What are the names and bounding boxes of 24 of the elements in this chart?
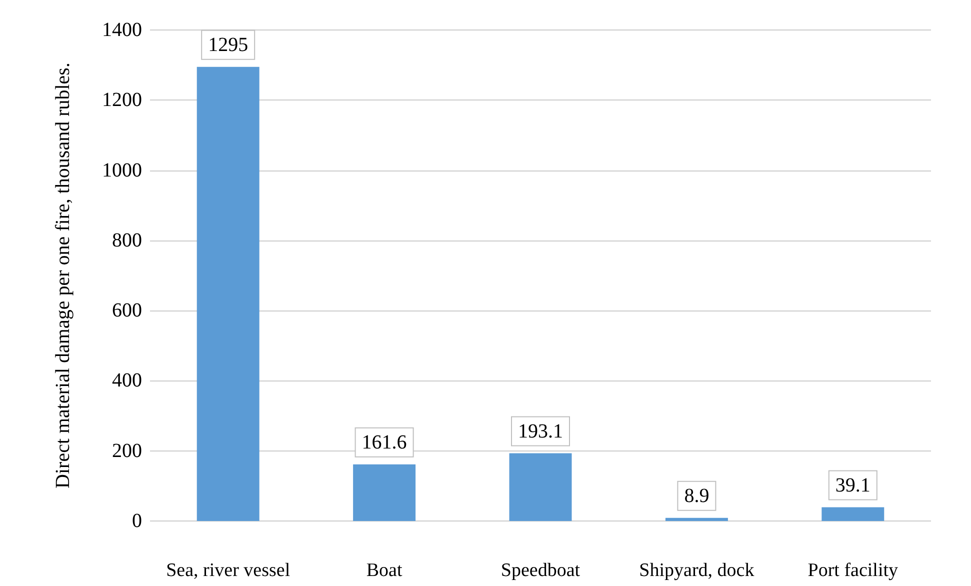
bar — [353, 464, 416, 521]
y-tick-label: 1200 — [102, 89, 142, 112]
y-tick-label: 600 — [112, 300, 142, 322]
x-tick-label: Sea, river vessel — [166, 560, 290, 581]
y-tick-label: 1000 — [102, 159, 142, 182]
data-label: 193.1 — [518, 420, 563, 442]
bar — [665, 518, 728, 521]
bar — [196, 66, 260, 521]
y-tick-label: 400 — [112, 370, 142, 392]
y-tick-label: 800 — [112, 229, 142, 252]
y-tick-label: 200 — [112, 440, 142, 462]
bar — [509, 453, 572, 521]
y-tick-label: 1400 — [102, 19, 142, 41]
x-tick-label: Port facility — [808, 560, 899, 581]
x-tick-label: Boat — [366, 560, 403, 581]
y-tick-label: 0 — [132, 510, 142, 532]
data-label: 161.6 — [362, 431, 407, 454]
bar — [822, 507, 884, 521]
x-tick-label: Speedboat — [500, 560, 581, 581]
data-label: 8.9 — [684, 484, 710, 507]
y-axis-title: Direct material damage per one fire, thousand rubles. — [52, 62, 74, 488]
x-tick-label: Shipyard, dock — [639, 560, 755, 581]
data-label: 39.1 — [835, 474, 870, 496]
data-label: 1295 — [208, 34, 248, 56]
